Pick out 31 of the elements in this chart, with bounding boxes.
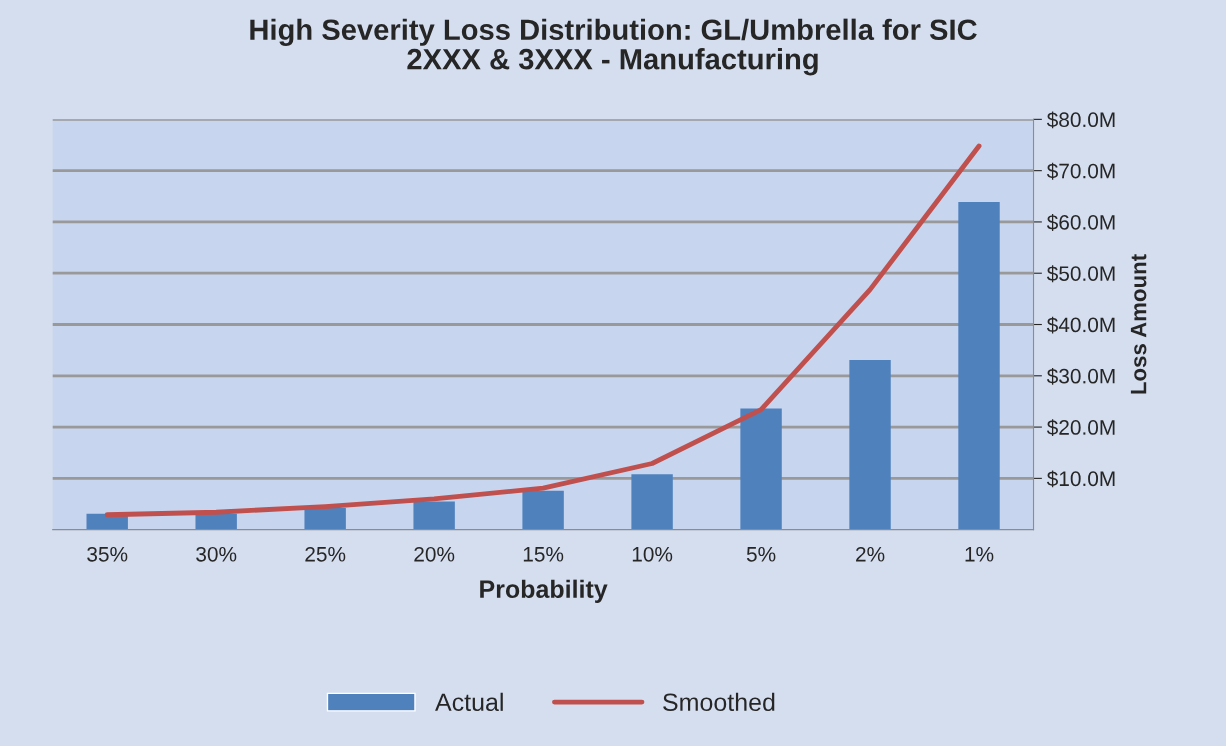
bar [304, 508, 346, 530]
x-tick-label: 10% [632, 546, 673, 562]
x-axis-title: Probability [480, 579, 608, 603]
bar [522, 490, 564, 530]
y-tick-label: $30.0M [1046, 367, 1115, 385]
x-tick-label: 1% [965, 546, 994, 562]
y-tick-label: $70.0M [1046, 162, 1115, 180]
y-tick-label: $80.0M [1046, 111, 1115, 129]
bar [413, 501, 455, 530]
y-axis-title: Loss Amount [1130, 254, 1147, 394]
y-tick-label: $20.0M [1046, 419, 1115, 437]
legend-label: Actual [435, 692, 503, 712]
x-tick-label: 25% [305, 546, 346, 562]
bar [849, 359, 891, 530]
bar [195, 513, 237, 530]
y-tick-label: $10.0M [1046, 470, 1115, 488]
x-tick-label: 30% [196, 546, 237, 562]
chart-title: High Severity Loss Distribution: GL/Umbrella for SIC 2XXX & 3XXX - Manufacturing [250, 18, 977, 76]
line-series [104, 143, 982, 518]
y-tick-label: $40.0M [1046, 316, 1115, 334]
bar [958, 201, 1000, 530]
bar [631, 474, 673, 530]
x-tick-label: 2% [856, 546, 885, 562]
x-tick-label: 15% [523, 546, 564, 562]
bar [740, 408, 782, 530]
x-tick-label: 35% [87, 546, 128, 562]
y-tick-label: $60.0M [1046, 214, 1115, 231]
x-tick-label: 5% [746, 546, 776, 562]
legend-label: Smoothed [663, 692, 775, 712]
x-tick-label: 20% [414, 546, 455, 562]
y-tick-label: $50.0M [1046, 265, 1115, 283]
